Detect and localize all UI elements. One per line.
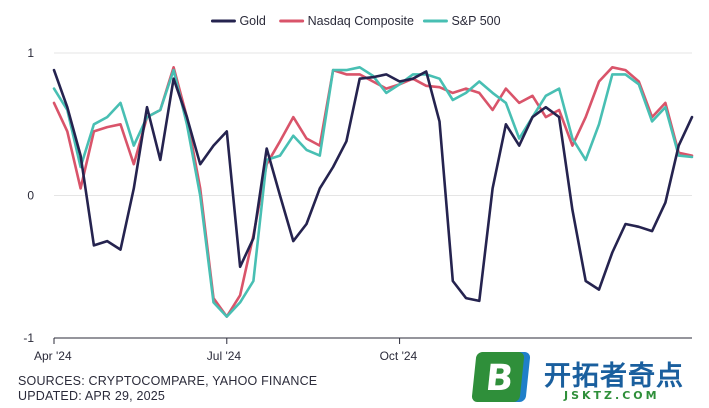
series-lines [52, 66, 694, 318]
chart-legend: Gold Nasdaq Composite S&P 500 [210, 14, 501, 28]
legend-item: S&P 500 [422, 14, 501, 28]
watermark-url: JSKTZ.COM [564, 389, 660, 402]
y-tick-label: 1 [27, 46, 34, 60]
legend-label: Gold [239, 14, 265, 28]
watermark-logo-letter: B [483, 358, 516, 399]
legend-item: Nasdaq Composite [279, 14, 414, 28]
series-line-nasdaq-composite [52, 66, 694, 318]
sources-note: SOURCES: CRYPTOCOMPARE, YAHOO FINANCE [18, 374, 318, 388]
legend-item: Gold [210, 14, 266, 28]
legend-label: S&P 500 [451, 14, 500, 28]
x-axis-labels: Apr '24 Jul '24 Oct '24 [34, 338, 418, 363]
watermark: B 开拓者奇点 JSKTZ.COM [468, 350, 708, 408]
series-line-s-p-500 [52, 66, 694, 318]
watermark-name: 开拓者奇点 [544, 361, 684, 392]
y-tick-label: -1 [23, 331, 34, 345]
gridlines [54, 52, 692, 339]
x-tick-label: Oct '24 [380, 349, 418, 363]
y-axis-labels: 1 0 -1 [23, 46, 34, 345]
x-tick-label: Apr '24 [34, 349, 72, 363]
y-tick-label: 0 [27, 189, 34, 203]
x-tick-label: Jul '24 [207, 349, 242, 363]
series-line-gold [52, 68, 694, 303]
watermark-logo-icon: B [471, 352, 525, 402]
legend-label: Nasdaq Composite [308, 14, 414, 28]
updated-note: UPDATED: APR 29, 2025 [18, 389, 166, 403]
